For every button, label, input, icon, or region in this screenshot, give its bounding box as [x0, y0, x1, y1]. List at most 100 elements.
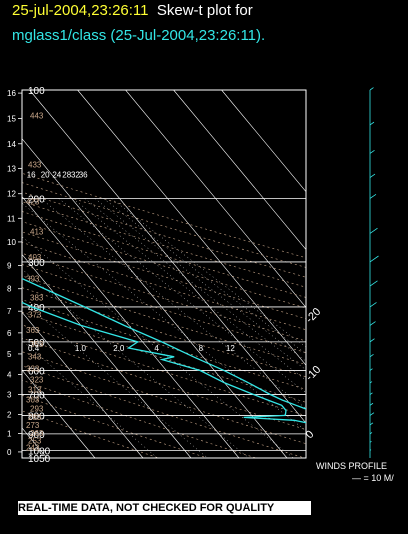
isotherm-line: [173, 89, 307, 250]
adiabat-label: 283: [28, 413, 42, 422]
mixing-ratio-line: [22, 300, 208, 458]
isotherm-line: [29, 89, 307, 424]
height-km-label: 9: [7, 262, 12, 271]
quality-notice: REAL-TIME DATA, NOT CHECKED FOR QUALITY: [18, 501, 311, 515]
adiabat-label: 323: [30, 375, 44, 384]
mixing-ratio-label: 12: [226, 344, 235, 353]
dry-adiabat-line: [22, 242, 306, 331]
wind-barb: [369, 381, 373, 384]
mixing-ratio-line: [84, 198, 306, 371]
wind-barb: [369, 392, 373, 395]
mixing-ratio-label: 2.0: [113, 344, 125, 353]
dry-adiabat-line: [22, 311, 306, 403]
pressure-label: 800: [28, 411, 45, 422]
adiabat-label: 373: [28, 311, 42, 320]
height-km-label: 0: [7, 448, 12, 457]
pressure-label: 700: [28, 391, 45, 402]
adiabat-label: 353: [30, 340, 44, 349]
adiabat-label: 423: [26, 198, 40, 207]
dry-adiabat-line: [22, 299, 306, 390]
height-km-label: 8: [7, 285, 12, 294]
adiabat-label: 303: [26, 395, 40, 404]
adiabat-label: 383: [30, 294, 44, 303]
right-temp-label: -10: [304, 364, 324, 384]
pressure-label: 500: [28, 338, 45, 349]
wind-barb: [369, 368, 373, 371]
wind-barb: [369, 432, 373, 435]
isotherm-line: [221, 89, 307, 192]
isotherm-line: [21, 369, 96, 459]
mixing-ratio-label: 28: [62, 171, 71, 180]
adiabat-label: 243: [26, 443, 40, 452]
adiabat-label: 273: [26, 421, 40, 430]
wind-barb: [369, 338, 375, 343]
height-km-label: 12: [7, 190, 16, 199]
dry-adiabat-line: [22, 191, 306, 278]
wind-barb: [369, 121, 375, 126]
height-km-label: 6: [7, 329, 12, 338]
isotherm-line: [21, 427, 48, 459]
adiabat-label: 413: [30, 228, 44, 237]
pressure-label: 900: [28, 430, 45, 441]
dry-adiabat-line: [22, 264, 306, 353]
isotherm-line: [21, 138, 288, 459]
mixing-ratio-line: [58, 198, 306, 393]
height-km-label: 15: [7, 115, 16, 124]
mixing-ratio-label: 8: [199, 344, 204, 353]
dry-adiabat-line: [22, 351, 306, 445]
pressure-label: 1000: [28, 446, 51, 457]
mixing-ratio-label: 16: [27, 171, 36, 180]
dewpoint-profile-line: [22, 301, 306, 424]
adiabat-label: 393: [26, 275, 40, 284]
pressure-label: 100: [28, 86, 45, 97]
dry-adiabat-line: [22, 324, 306, 416]
mixing-ratio-label: 4: [154, 344, 159, 353]
dry-adiabat-line: [22, 201, 306, 288]
adiabat-label: 333: [26, 364, 40, 373]
plot-title: 25-jul-2004,23:26:11 Skew-t plot for: [12, 2, 253, 19]
plot-subtitle: mglass1/class (25-Jul-2004,23:26:11).: [12, 27, 266, 44]
adiabat-label: 433: [28, 160, 42, 169]
wind-barb: [369, 149, 375, 154]
mixing-ratio-label: 36: [79, 171, 88, 180]
height-km-label: 14: [7, 140, 16, 149]
height-km-label: 1: [7, 430, 12, 439]
mixing-ratio-label: 0.4: [28, 344, 40, 353]
mixing-ratio-line: [103, 198, 306, 355]
dry-adiabat-line: [22, 172, 306, 259]
height-km-label: 2: [7, 410, 12, 419]
dry-adiabat-line: [22, 231, 306, 320]
adiabat-label: 403: [28, 253, 42, 262]
height-km-label: 13: [7, 164, 16, 173]
height-km-label: 7: [7, 307, 12, 316]
mixing-ratio-line: [22, 202, 306, 432]
wind-barb: [369, 321, 376, 326]
isotherm-line: [21, 254, 192, 459]
height-km-label: 10: [7, 238, 16, 247]
mixing-ratio-line: [72, 198, 306, 381]
wind-barb: [369, 440, 372, 443]
mixing-ratio-line: [22, 268, 249, 458]
height-km-label: 11: [7, 214, 16, 223]
pressure-label: 600: [28, 366, 45, 377]
adiabat-label: 263: [30, 429, 44, 438]
mixing-ratio-line: [111, 198, 306, 348]
wind-barb: [369, 354, 374, 358]
pressure-label: 200: [28, 194, 45, 205]
right-temp-label: -20: [304, 306, 324, 326]
dry-adiabat-line: [22, 252, 306, 342]
pressure-label: 300: [28, 258, 45, 269]
dry-adiabat-line: [22, 275, 306, 365]
wind-barb: [369, 193, 377, 199]
winds-profile-label: WINDS PROFILE: [316, 461, 388, 471]
wind-barb: [369, 87, 374, 91]
plot-title-suffix: Skew-t plot for: [156, 2, 253, 19]
dry-adiabat-line: [22, 287, 306, 378]
wind-barb: [369, 412, 375, 416]
height-km-label: 16: [7, 89, 16, 98]
dry-adiabat-line: [22, 182, 306, 268]
height-km-label: 5: [7, 350, 12, 359]
mixing-ratio-line: [22, 340, 158, 458]
wind-barb: [369, 449, 372, 451]
